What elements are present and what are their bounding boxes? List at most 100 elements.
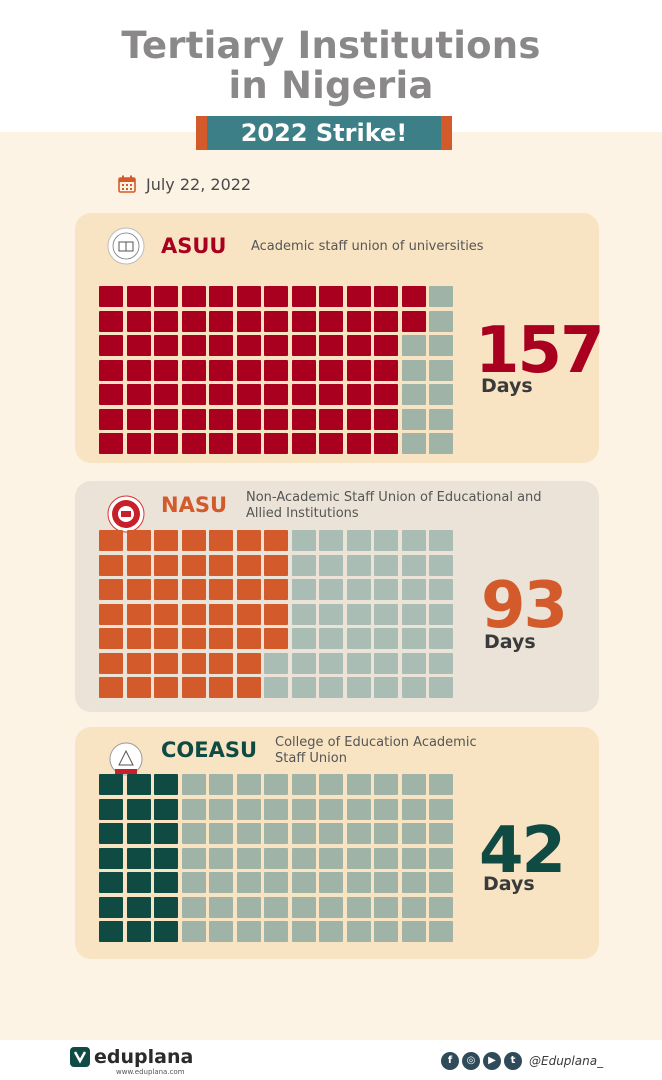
day-cell-filled bbox=[99, 603, 123, 625]
day-cell-filled bbox=[99, 384, 123, 405]
day-cell-filled bbox=[154, 335, 178, 356]
day-cell-filled bbox=[264, 384, 288, 405]
day-cell-filled bbox=[264, 579, 288, 600]
day-cell-empty bbox=[236, 823, 261, 844]
day-cell-filled bbox=[319, 408, 343, 430]
day-cell-empty bbox=[209, 798, 233, 820]
day-cell-filled bbox=[154, 774, 178, 795]
day-cell-empty bbox=[429, 359, 453, 381]
days-label-nasu: Days bbox=[484, 631, 536, 653]
brand-url[interactable]: www.eduplana.com bbox=[116, 1068, 185, 1076]
page-title: Tertiary Institutions in Nigeria bbox=[0, 26, 662, 106]
day-cell-empty bbox=[181, 921, 206, 942]
day-cell-empty bbox=[291, 847, 316, 869]
day-cell-empty bbox=[374, 872, 398, 893]
day-cell-empty bbox=[401, 384, 426, 405]
day-cell-filled bbox=[291, 408, 316, 430]
day-cell-filled bbox=[126, 896, 151, 918]
day-cell-empty bbox=[319, 847, 343, 869]
day-cell-filled bbox=[99, 335, 123, 356]
day-cell-filled bbox=[126, 872, 151, 893]
day-cell-filled bbox=[126, 408, 151, 430]
day-cell-empty bbox=[401, 677, 426, 698]
day-cell-filled bbox=[126, 335, 151, 356]
union-card-nasu: NASU Non-Academic Staff Union of Educati… bbox=[75, 481, 599, 712]
day-cell-empty bbox=[264, 921, 288, 942]
day-cell-empty bbox=[429, 530, 453, 551]
day-cell-filled bbox=[126, 554, 151, 576]
day-cell-empty bbox=[401, 823, 426, 844]
day-cell-empty bbox=[429, 384, 453, 405]
day-cell-empty bbox=[291, 677, 316, 698]
day-cell-filled bbox=[374, 359, 398, 381]
day-cell-empty bbox=[374, 823, 398, 844]
day-cell-empty bbox=[319, 823, 343, 844]
day-cell-empty bbox=[429, 603, 453, 625]
youtube-icon[interactable]: ▶ bbox=[483, 1052, 501, 1070]
union-name-nasu: NASU bbox=[161, 493, 228, 517]
day-cell-filled bbox=[181, 359, 206, 381]
brand-name: eduplana bbox=[94, 1046, 194, 1068]
day-cell-filled bbox=[181, 652, 206, 674]
date-row: July 22, 2022 bbox=[118, 173, 251, 195]
day-cell-empty bbox=[374, 921, 398, 942]
day-cell-filled bbox=[154, 896, 178, 918]
day-cell-filled bbox=[209, 603, 233, 625]
facebook-icon[interactable]: f bbox=[441, 1052, 459, 1070]
day-cell-filled bbox=[99, 847, 123, 869]
day-cell-empty bbox=[401, 408, 426, 430]
day-cell-filled bbox=[319, 433, 343, 454]
day-cell-filled bbox=[291, 359, 316, 381]
day-cell-filled bbox=[154, 872, 178, 893]
calendar-icon bbox=[118, 175, 136, 193]
day-cell-filled bbox=[346, 433, 371, 454]
day-cell-filled bbox=[319, 384, 343, 405]
strike-banner: 2022 Strike! bbox=[196, 116, 452, 150]
day-cell-filled bbox=[209, 677, 233, 698]
day-cell-filled bbox=[154, 652, 178, 674]
day-cell-filled bbox=[264, 628, 288, 649]
day-cell-empty bbox=[264, 823, 288, 844]
day-cell-empty bbox=[291, 603, 316, 625]
day-cell-filled bbox=[236, 628, 261, 649]
day-cell-empty bbox=[429, 554, 453, 576]
twitter-icon[interactable]: t bbox=[504, 1052, 522, 1070]
day-cell-empty bbox=[346, 652, 371, 674]
days-number-nasu: 93 bbox=[481, 569, 568, 643]
instagram-icon[interactable]: ◎ bbox=[462, 1052, 480, 1070]
day-cell-empty bbox=[346, 896, 371, 918]
day-cell-filled bbox=[154, 628, 178, 649]
day-cell-filled bbox=[264, 359, 288, 381]
title-line-2: in Nigeria bbox=[228, 64, 434, 107]
day-cell-filled bbox=[319, 359, 343, 381]
day-cell-empty bbox=[346, 823, 371, 844]
date-text: July 22, 2022 bbox=[146, 174, 252, 194]
day-cell-filled bbox=[291, 384, 316, 405]
day-cell-filled bbox=[154, 677, 178, 698]
day-cell-filled bbox=[374, 310, 398, 332]
brand-logo[interactable]: eduplana bbox=[70, 1046, 193, 1068]
day-cell-filled bbox=[99, 652, 123, 674]
day-cell-empty bbox=[401, 530, 426, 551]
day-cell-empty bbox=[319, 652, 343, 674]
day-cell-filled bbox=[236, 530, 261, 551]
nasu-logo bbox=[107, 495, 145, 533]
day-cell-filled bbox=[154, 798, 178, 820]
day-cell-filled bbox=[209, 579, 233, 600]
day-cell-empty bbox=[429, 896, 453, 918]
day-cell-empty bbox=[429, 433, 453, 454]
union-card-coeasu: COEASU College of Education Academic Sta… bbox=[75, 727, 599, 959]
day-cell-filled bbox=[126, 652, 151, 674]
days-grid-nasu bbox=[99, 530, 453, 698]
day-cell-empty bbox=[401, 433, 426, 454]
day-cell-empty bbox=[429, 872, 453, 893]
day-cell-empty bbox=[429, 847, 453, 869]
day-cell-filled bbox=[126, 798, 151, 820]
day-cell-filled bbox=[181, 554, 206, 576]
day-cell-filled bbox=[374, 384, 398, 405]
day-cell-filled bbox=[236, 433, 261, 454]
day-cell-filled bbox=[264, 530, 288, 551]
day-cell-empty bbox=[374, 798, 398, 820]
day-cell-filled bbox=[126, 530, 151, 551]
day-cell-filled bbox=[209, 384, 233, 405]
